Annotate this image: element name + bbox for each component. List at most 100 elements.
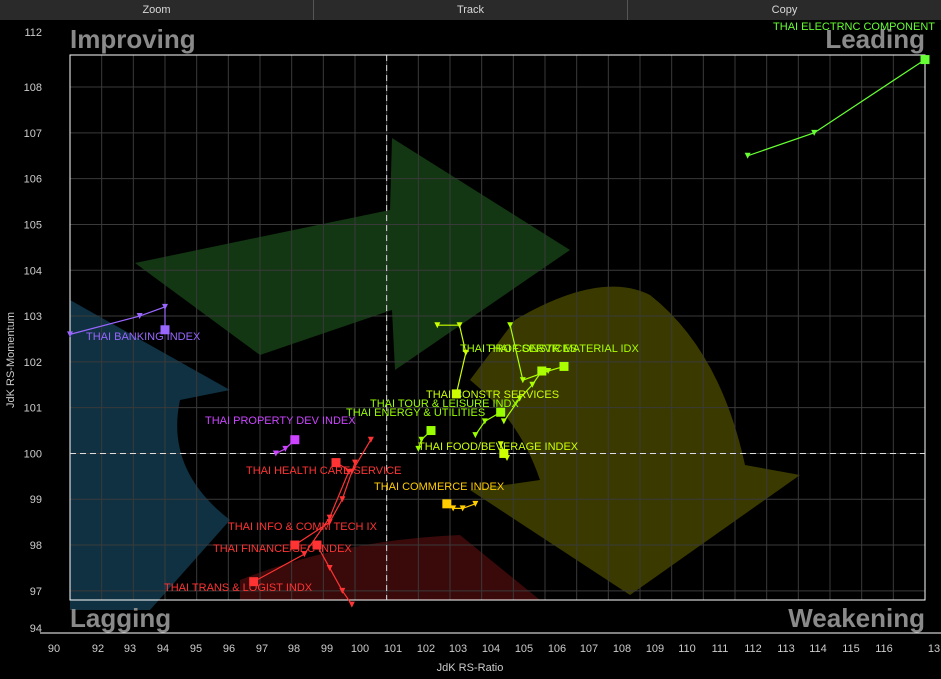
series-tail-marker <box>472 432 479 439</box>
x-tick-label: 113 <box>777 643 795 655</box>
series-thai-info-comm-tech-ix[interactable] <box>290 459 358 550</box>
series-head-marker[interactable] <box>312 540 322 550</box>
series-head-marker[interactable] <box>442 499 452 509</box>
x-tick-label: 108 <box>613 643 631 655</box>
rrg-chart: Improving Leading Lagging Weakening THAI… <box>0 20 941 679</box>
x-tick-label: 110 <box>678 643 696 655</box>
y-tick-label: 112 <box>24 27 42 39</box>
series-tail-marker <box>339 496 346 503</box>
series-head-marker[interactable] <box>331 458 341 468</box>
series-label-thai-info-comm-tech-ix: THAI INFO & COMM TECH IX <box>228 521 378 533</box>
x-axis-ticks: 90 92 93 94 95 96 97 98 99 100 101 102 103 104 105 106 1… <box>40 632 941 655</box>
x-tick-label: 13 <box>928 643 940 655</box>
x-tick-label: 116 <box>875 643 893 655</box>
series-tail-marker <box>529 381 536 388</box>
series-head-marker[interactable] <box>559 361 569 371</box>
quadrant-label-improving: Improving <box>70 24 196 54</box>
y-tick-label: 104 <box>24 265 42 277</box>
series-label-thai-banking-index: THAI BANKING INDEX <box>86 331 201 343</box>
series-tail-marker <box>282 445 289 452</box>
series-tail-marker <box>367 436 374 443</box>
y-tick-label: 101 <box>24 403 42 415</box>
x-tick-label: 92 <box>92 643 104 655</box>
x-tick-label: 106 <box>548 643 566 655</box>
series-head-marker[interactable] <box>537 366 547 376</box>
series-label-thai-energy-utilities: THAI ENERGY & UTILITIES <box>346 407 485 419</box>
series-tail-marker <box>326 514 333 521</box>
rotation-arrows <box>70 138 800 610</box>
x-tick-label: 96 <box>223 643 235 655</box>
series-head-marker[interactable] <box>920 55 930 65</box>
series-tail-marker <box>497 441 504 448</box>
zoom-button[interactable]: Zoom <box>0 0 314 20</box>
series-thai-food-beverage-index[interactable] <box>497 441 510 462</box>
series-head-marker[interactable] <box>290 435 300 445</box>
x-axis-label: JdK RS-Ratio <box>437 662 504 674</box>
series-tail-marker <box>345 468 352 475</box>
series-head-marker[interactable] <box>290 540 300 550</box>
chart-toolbar: Zoom Track Copy <box>0 0 941 21</box>
y-tick-label: 108 <box>24 82 42 94</box>
series-thai-banking-index[interactable] <box>67 303 170 338</box>
track-button[interactable]: Track <box>314 0 628 20</box>
x-tick-label: 114 <box>809 643 827 655</box>
series-label-thai-finance-sec-index: THAI FINANCE/SEC INDEX <box>213 543 352 555</box>
x-tick-label: 95 <box>190 643 202 655</box>
series-tail-marker <box>415 445 422 452</box>
series-thai-constr-material-idx[interactable] <box>507 322 569 384</box>
x-tick-label: 112 <box>744 643 762 655</box>
lagging-bottom-arrow <box>240 535 540 600</box>
series-label-thai-food-beverage-index: THAI FOOD/BEVERAGE INDEX <box>418 441 579 453</box>
y-tick-label: 107 <box>24 128 42 140</box>
series-tail <box>316 544 353 605</box>
y-axis-label: JdK RS-Momentum <box>5 312 17 408</box>
series-head-marker[interactable] <box>249 577 259 587</box>
series-tail-marker <box>339 587 346 594</box>
series-thai-property-dev-index[interactable] <box>272 435 300 457</box>
series-thai-commerce-index[interactable] <box>442 499 479 512</box>
series-label-thai-health-care-service: THAI HEALTH CARE SERVICE <box>246 465 401 477</box>
series-thai-finance-sec-index[interactable] <box>312 540 355 608</box>
series-thai-tour-leisure-indx[interactable] <box>472 407 506 439</box>
series-label-thai-trans-logist-indx: THAI TRANS & LOGIST INDX <box>164 582 313 594</box>
y-tick-label: 94 <box>30 623 42 635</box>
series-tail-marker <box>301 551 308 558</box>
x-tick-label: 109 <box>646 643 664 655</box>
y-tick-label: 103 <box>24 311 42 323</box>
plot-border <box>69 54 926 601</box>
series-head-marker[interactable] <box>499 448 509 458</box>
x-tick-label: 103 <box>449 643 467 655</box>
y-tick-label: 105 <box>24 219 42 231</box>
series-thai-constr-services[interactable] <box>434 322 469 399</box>
y-tick-label: 106 <box>24 174 42 186</box>
copy-button[interactable]: Copy <box>771 4 798 16</box>
series-tail-marker <box>450 505 457 512</box>
series-head-marker[interactable] <box>451 389 461 399</box>
x-tick-label: 94 <box>157 643 169 655</box>
series-head-marker[interactable] <box>426 426 436 436</box>
x-tick-label: 93 <box>124 643 136 655</box>
series-tail <box>509 325 565 381</box>
series-head-marker[interactable] <box>496 407 506 417</box>
x-tick-label: 104 <box>482 643 500 655</box>
series-head-marker[interactable] <box>160 325 170 335</box>
series-label-thai-prof-services: THAI PROF SERVICES <box>460 343 577 355</box>
series-tail-marker <box>136 313 143 320</box>
series-layer <box>67 55 930 608</box>
series-tail-marker <box>472 500 479 507</box>
series-tail-marker <box>272 450 279 457</box>
series-tail-marker <box>326 564 333 571</box>
series-thai-trans-logist-indx[interactable] <box>249 468 352 587</box>
x-tick-label: 97 <box>256 643 268 655</box>
series-tail <box>294 462 356 546</box>
series-thai-energy-utilities[interactable] <box>415 426 436 452</box>
improving-arrow <box>135 138 570 370</box>
series-tail-marker <box>348 601 355 608</box>
series-tail-marker <box>456 322 463 329</box>
weakening-arrow <box>470 286 800 595</box>
y-tick-label: 97 <box>30 586 42 598</box>
series-thai-electrnc-component[interactable] <box>744 55 930 159</box>
series-thai-prof-services[interactable] <box>500 366 547 425</box>
series-label-thai-tour-leisure-indx: THAI TOUR & LEISURE INDX <box>370 398 519 410</box>
lagging-arrow <box>70 300 230 610</box>
